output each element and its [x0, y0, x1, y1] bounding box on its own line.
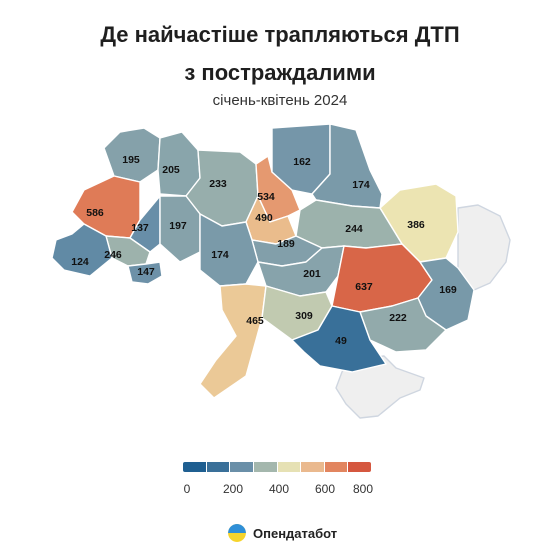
region-value-label: 124 [71, 256, 89, 268]
region-odesa [199, 283, 267, 399]
region-value-label: 189 [277, 238, 295, 250]
region-value-label: 174 [211, 249, 229, 261]
region-value-label: 222 [389, 312, 407, 324]
region-value-label: 309 [295, 310, 313, 322]
region-value-label: 195 [122, 154, 140, 166]
region-value-label: 147 [137, 266, 155, 278]
region-kherson [291, 305, 387, 373]
region-value-label: 246 [104, 249, 122, 261]
crimea [335, 355, 425, 419]
legend-tick: 400 [268, 482, 290, 496]
region-vinnytsia [199, 213, 259, 287]
region-donetsk [417, 257, 475, 331]
region-value-label: 197 [169, 220, 187, 232]
region-value-label: 137 [131, 222, 149, 234]
legend-tick: 200 [222, 482, 244, 496]
region-value-label: 637 [355, 281, 373, 293]
legend-color-step [301, 462, 325, 472]
region-layer [51, 123, 475, 399]
legend-color-step [183, 462, 207, 472]
region-zakarpattia [51, 223, 113, 277]
legend-tick: 600 [314, 482, 336, 496]
legend-tick: 800 [352, 482, 374, 496]
legend-ticks: 0 200 400 600 800 [183, 482, 373, 498]
brand-name: Опендатабот [253, 525, 338, 541]
legend-color-step [324, 462, 349, 472]
region-value-label: 490 [255, 212, 273, 224]
region-value-label: 205 [162, 164, 180, 176]
chart-title-line1: Де найчастіше трапляються ДТП [100, 22, 460, 47]
region-value-label: 201 [303, 268, 321, 280]
legend-tick: 0 [183, 482, 191, 496]
value-label-layer: 195 205 233 534 162 174 586 137 197 490 386 244 246 1… [71, 154, 457, 347]
legend-color-step [277, 462, 302, 472]
region-value-label: 49 [335, 335, 347, 347]
region-value-label: 465 [246, 315, 264, 327]
color-legend: 0 200 400 600 800 [183, 462, 373, 498]
region-value-label: 169 [439, 284, 457, 296]
chart-title-line2: з постраждалими [184, 60, 376, 85]
region-value-label: 174 [352, 179, 370, 191]
region-value-label: 162 [293, 156, 311, 168]
legend-color-step [253, 462, 278, 472]
legend-color-step [206, 462, 231, 472]
region-value-label: 233 [209, 178, 227, 190]
ukraine-map: 195 205 233 534 162 174 586 137 197 490 386 244 246 1… [51, 123, 511, 419]
region-value-label: 244 [345, 223, 363, 235]
brand: Опендатабот [228, 524, 337, 542]
legend-color-step [348, 462, 371, 472]
region-ternopil [129, 195, 161, 253]
region-value-label: 586 [86, 207, 104, 219]
region-chernivtsi [127, 261, 163, 285]
region-value-label: 386 [407, 219, 425, 231]
opendatabot-logo-icon [228, 524, 246, 542]
legend-color-bar [183, 462, 371, 472]
chart-subtitle: січень-квітень 2024 [212, 92, 348, 109]
region-zaporizhzhia [359, 297, 447, 353]
region-value-label: 534 [257, 191, 275, 203]
legend-color-step [230, 462, 254, 472]
